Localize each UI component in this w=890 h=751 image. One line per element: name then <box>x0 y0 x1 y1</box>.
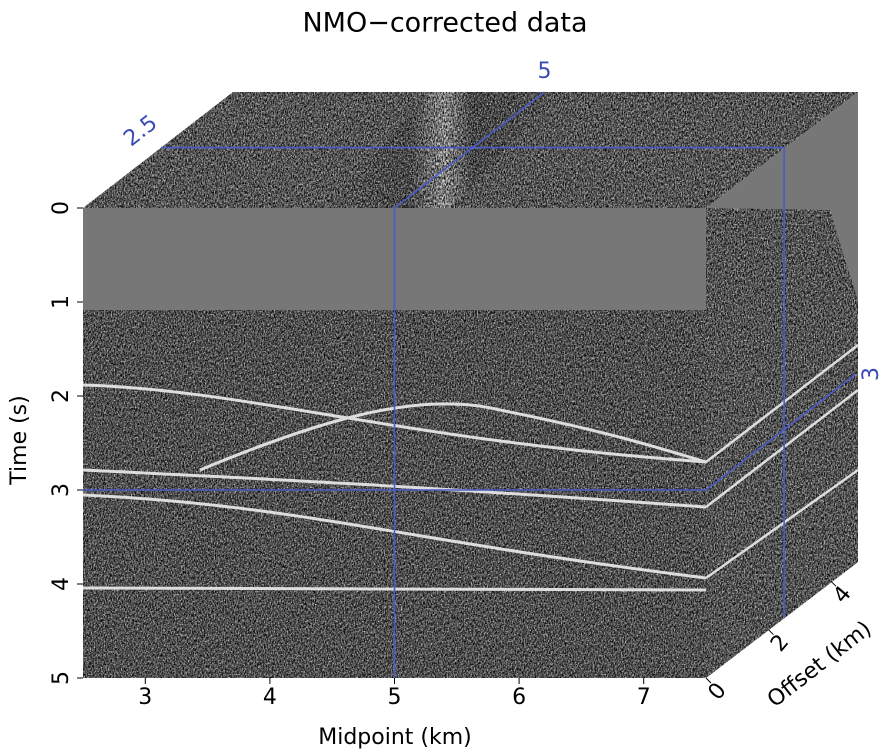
slice-label: 2.5 <box>119 111 162 152</box>
slice-label: 3 <box>859 367 884 381</box>
z-tick <box>705 677 712 684</box>
z-tick <box>830 580 837 587</box>
side-reflections <box>705 344 859 580</box>
y-tick-label: 2 <box>49 389 74 403</box>
y-tick-label: 0 <box>49 201 74 215</box>
x-axis-label: Midpoint (km) <box>318 725 472 750</box>
x-tick-label: 7 <box>637 685 651 710</box>
y-tick-label: 3 <box>49 483 74 497</box>
slice-line <box>394 91 545 209</box>
reflection <box>705 344 859 463</box>
y-tick-label: 5 <box>49 671 74 685</box>
x-tick-label: 5 <box>388 685 402 710</box>
slice-line <box>705 373 857 491</box>
side-face-noise-light <box>706 208 858 678</box>
cube-faces <box>82 92 859 678</box>
x-tick-label: 3 <box>138 685 152 710</box>
z-tick-label: 2 <box>766 630 794 657</box>
reflection <box>199 402 707 472</box>
reflections <box>82 383 707 592</box>
y-axis-label: Time (s) <box>7 395 32 485</box>
reflection <box>705 468 859 580</box>
reflection <box>705 389 859 508</box>
chart-title: NMO−corrected data <box>302 8 587 39</box>
x-tick-label: 4 <box>263 685 277 710</box>
z-tick-label: 0 <box>704 678 732 705</box>
y-tick-label: 4 <box>49 577 74 591</box>
reflection <box>82 493 707 580</box>
slice-label: 5 <box>538 59 552 84</box>
reflection <box>82 468 707 509</box>
reflection <box>82 383 707 464</box>
y-tick-label: 1 <box>49 295 74 309</box>
z-tick <box>768 629 774 636</box>
z-tick-label: 4 <box>829 582 857 609</box>
z-axis-label: Offset (km) <box>763 616 876 712</box>
x-tick-label: 6 <box>512 685 526 710</box>
